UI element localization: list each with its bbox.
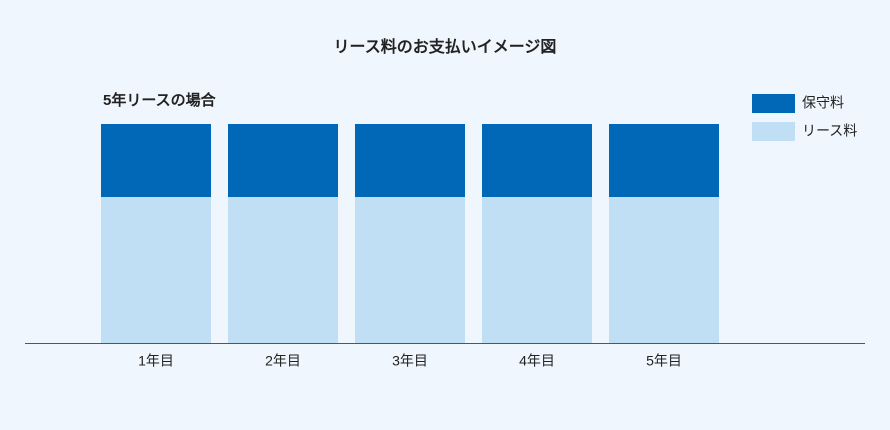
bar-segment [609, 124, 719, 197]
bar-segment [482, 197, 592, 343]
x-tick-label: 2年目 [265, 353, 301, 369]
x-tick-label: 3年目 [392, 353, 428, 369]
x-tick-label: 4年目 [519, 353, 555, 369]
bar-segment [228, 124, 338, 197]
bar-segment [101, 124, 211, 197]
chart-title: リース料のお支払いイメージ図 [334, 37, 557, 56]
bar-segment [228, 197, 338, 343]
bar-segment [355, 124, 465, 197]
bar-segment [482, 124, 592, 197]
legend-label: リース料 [802, 123, 857, 139]
x-tick-label: 1年目 [138, 353, 174, 369]
chart-subtitle: 5年リースの場合 [103, 91, 217, 109]
bar-segment [355, 197, 465, 343]
bar-segment [609, 197, 719, 343]
legend-swatch [752, 122, 795, 141]
bar-segment [101, 197, 211, 343]
legend-label: 保守料 [802, 95, 844, 111]
x-tick-label: 5年目 [646, 353, 682, 369]
legend-swatch [752, 94, 795, 113]
